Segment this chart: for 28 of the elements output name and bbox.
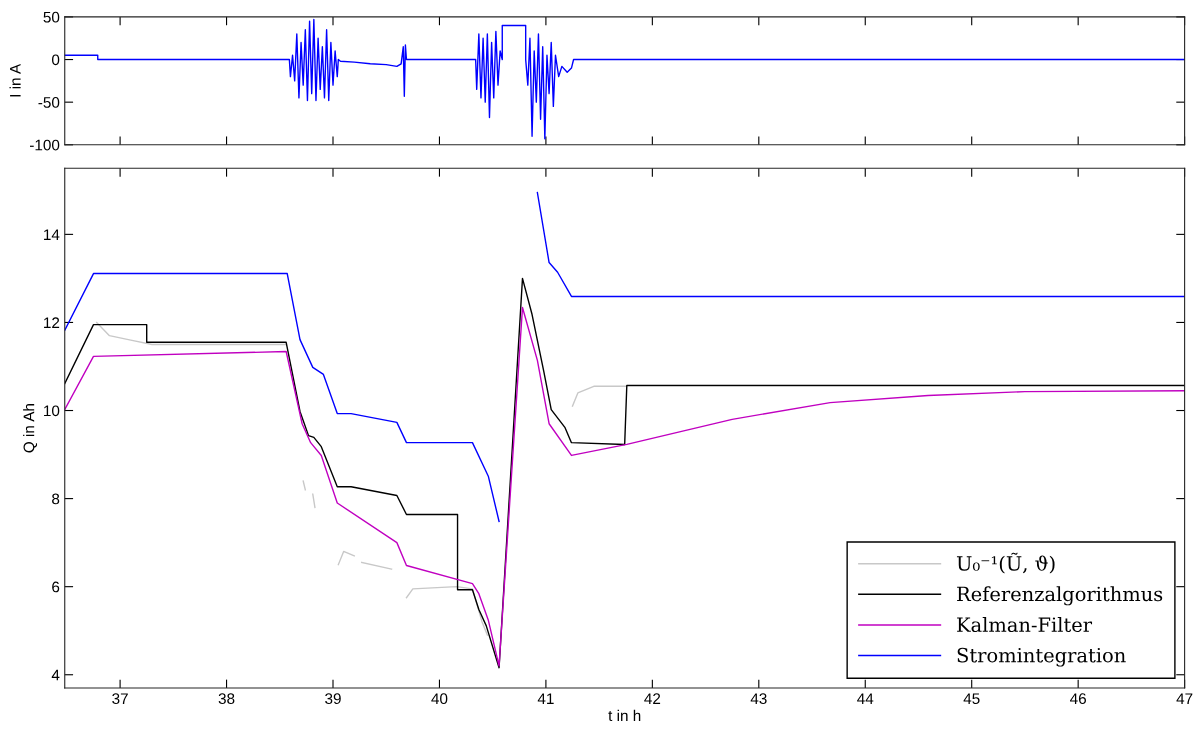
x-tick-label: 40 (431, 693, 448, 705)
y-tick-label: 8 (52, 493, 60, 505)
y-tick-label: 12 (44, 317, 60, 328)
y-tick-label: -100 (29, 139, 60, 151)
y-tick-label: -50 (38, 97, 60, 108)
x-tick-label: 45 (963, 693, 980, 705)
x-tick-label: 39 (325, 693, 341, 705)
x-tick-label: 43 (750, 693, 767, 705)
x-tick-label: 44 (857, 693, 874, 704)
y-tick-label: 50 (43, 11, 60, 23)
y-tick-label: 14 (44, 229, 60, 240)
y-tick-label: 0 (51, 54, 60, 66)
x-tick-label: 42 (644, 693, 661, 704)
legend-label: Stromintegration (957, 647, 1126, 667)
y-axis-title: I in A (9, 63, 21, 97)
x-tick-label: 41 (537, 693, 554, 704)
x-tick-label: 46 (1070, 693, 1086, 705)
y-tick-label: 6 (52, 581, 60, 593)
x-axis-title: t in h (608, 709, 641, 722)
x-tick-label: 47 (1176, 693, 1193, 704)
x-tick-label: 37 (112, 693, 128, 705)
y-tick-label: 10 (44, 405, 60, 417)
y-axis-title: Q in Ah (23, 404, 38, 453)
y-tick-label: 4 (51, 669, 60, 681)
legend-label: Referenzalgorithmus (957, 586, 1163, 606)
legend-label: U₀⁻¹(Ũ, ϑ) (956, 552, 1055, 574)
x-tick-label: 38 (218, 693, 235, 705)
legend-label: Kalman-Filter (957, 616, 1093, 633)
